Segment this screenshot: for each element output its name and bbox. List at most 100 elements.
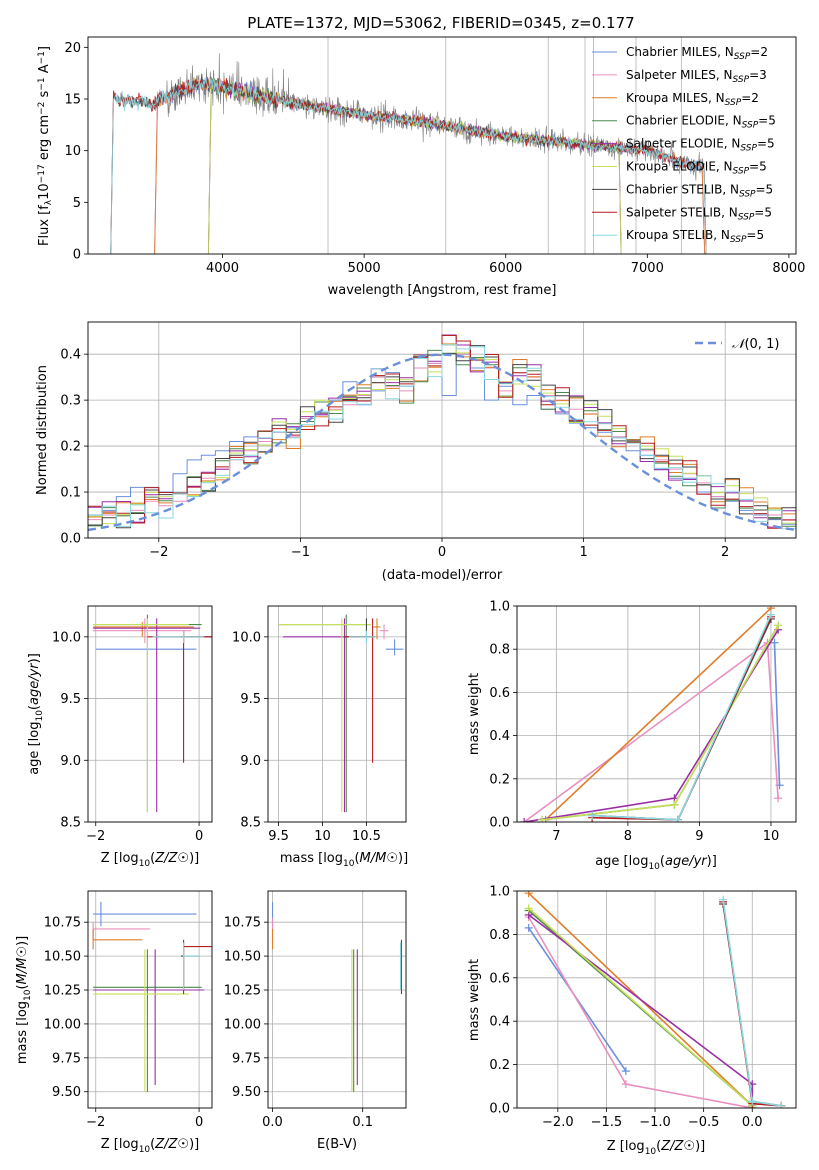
x-tick-label: 1 [579, 545, 587, 560]
legend-entry: Kroupa MILES, NSSP=2 [626, 91, 759, 108]
weight-point [766, 610, 775, 619]
y-tick-label: 10.0 [52, 630, 81, 645]
y-tick-label: 0.0 [489, 816, 510, 831]
label-part: )] [189, 851, 199, 866]
y-axis-label: mass [log10(M/M☉)] [15, 936, 33, 1064]
y-tick-label: 0.0 [489, 1102, 510, 1117]
weight-line [592, 616, 772, 821]
y-tick-label: 0.8 [489, 643, 510, 658]
weight-point [777, 1101, 786, 1108]
legend-entry: Chabrier ELODIE, NSSP=5 [626, 114, 776, 131]
label-part: erg cm [37, 115, 52, 164]
label-part: ( [354, 851, 359, 866]
weight-point [719, 895, 728, 904]
legend-text: SSP [742, 121, 759, 131]
legend-entry: 𝒩(0, 1) [732, 337, 779, 352]
x-tick-label: −2 [86, 1115, 105, 1130]
model-spectrum-line [110, 77, 707, 254]
y-tick-label: 9.0 [240, 754, 261, 769]
x-axis-label: (data-model)/error [382, 568, 503, 583]
weight-point [520, 818, 529, 822]
x-tick-label: −2.0 [542, 1115, 574, 1130]
y-tick-label: 8.5 [240, 816, 261, 831]
axes-frame [87, 36, 797, 255]
x-axis-label: E(B-V) [317, 1137, 357, 1152]
grid [517, 605, 796, 823]
y-tick-label: 10.00 [224, 1017, 261, 1032]
legend-text: =3 [749, 68, 767, 82]
legend-text: =5 [746, 228, 764, 242]
weight-point [774, 621, 783, 630]
plot-area [110, 37, 707, 254]
x-tick-label: 8 [624, 829, 632, 844]
legend-entry: Kroupa STELIB, NSSP=5 [626, 228, 764, 245]
legend-text: =5 [757, 137, 775, 151]
y-tick-label: 10 [64, 144, 81, 159]
legend-text: =5 [758, 114, 776, 128]
axes-frame [87, 321, 797, 539]
weight-point [774, 794, 783, 803]
label-part: )] [189, 1137, 199, 1152]
y-tick-label: 10.50 [224, 950, 261, 965]
legend-text: Kroupa MILES, N [626, 91, 725, 105]
plot-area [92, 901, 212, 1092]
legend-entry: Salpeter STELIB, NSSP=5 [626, 205, 772, 222]
legend-text: SSP [730, 235, 747, 245]
label-part: 10 [37, 183, 52, 200]
x-axis-label: Z [log10(Z/Z☉)] [101, 851, 199, 869]
y-tick-label: 9.50 [52, 1085, 81, 1100]
legend-entry: Chabrier STELIB, NSSP=5 [626, 182, 773, 199]
x-axis-label: Z [log10(Z/Z☉)] [101, 1137, 199, 1155]
y-tick-label: 0.2 [489, 1058, 510, 1073]
weight-point [770, 638, 779, 647]
axes-frame [267, 605, 407, 823]
legend-text: SSP [725, 98, 742, 108]
y-tick-label: 9.5 [240, 692, 261, 707]
grid [517, 890, 796, 1109]
label-part: )] [695, 1139, 705, 1154]
x-tick-label: 0 [195, 829, 203, 844]
y-tick-label: 0.4 [489, 729, 510, 744]
x-axis-label: mass [log10(M/M☉)] [280, 851, 408, 869]
legend-text: Salpeter MILES, N [626, 68, 733, 82]
label-part: −1 [37, 77, 47, 90]
label-part: 10 [343, 859, 355, 869]
y-axis-label: Flux [fλ10−17 erg cm−2 s−1 A−1] [37, 46, 54, 246]
y-tick-label: 10.75 [224, 916, 261, 931]
x-tick-label: 10 [314, 829, 331, 844]
legend-text: Chabrier STELIB, N [626, 182, 739, 196]
y-tick-label: 9.5 [60, 692, 81, 707]
legend-text: =5 [756, 182, 774, 196]
legend-entry: Salpeter ELODIE, NSSP=5 [626, 137, 775, 154]
residual-histogram [88, 344, 796, 530]
label-part: )] [27, 653, 42, 663]
spectrum-panel: 4000 5000 6000 7000 8000 0 5 10 15 20 Chabrier MIL… [37, 36, 805, 298]
label-part: −2 [37, 102, 47, 115]
weight-point [748, 1097, 757, 1106]
x-tick-label: 0 [195, 1115, 203, 1130]
label-part: )] [707, 854, 717, 869]
y-tick-label: 10.25 [224, 984, 261, 999]
y-tick-label: 0.6 [489, 971, 510, 986]
label-part: 10 [139, 859, 151, 869]
y-axis-label: age [log10(age/yr)] [27, 653, 45, 775]
plot-area [520, 606, 784, 822]
weight-line [528, 914, 754, 1108]
legend-text: (0, 1) [744, 337, 779, 352]
label-part: Z [log [101, 851, 139, 866]
axes-frame [516, 890, 797, 1109]
x-tick-label: −2 [149, 545, 168, 560]
label-part: Z/Z☉ [154, 1137, 189, 1152]
x-tick-label: 10.5 [352, 829, 381, 844]
label-part: s [37, 90, 52, 101]
x-tick-label: 2 [721, 545, 729, 560]
legend-text: =5 [754, 205, 772, 219]
plot-area [93, 614, 212, 813]
legend-text: Salpeter STELIB, N [626, 205, 738, 219]
grid [268, 606, 406, 823]
label-part: −17 [37, 164, 47, 183]
